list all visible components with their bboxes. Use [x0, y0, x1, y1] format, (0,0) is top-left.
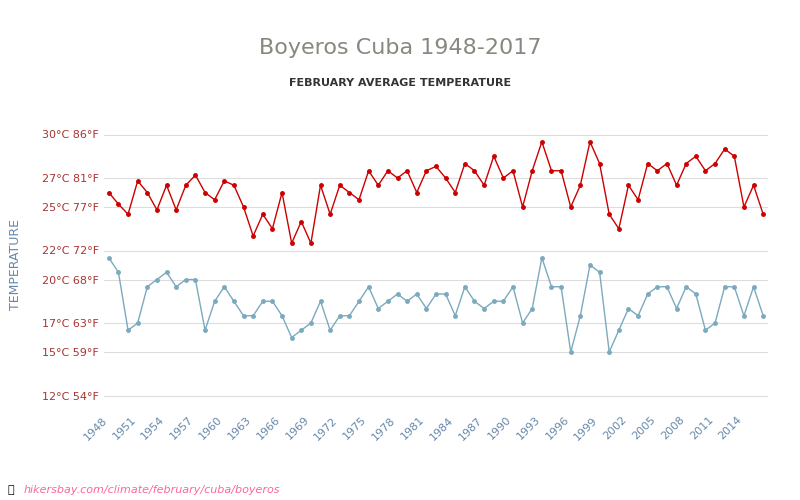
Text: 📍: 📍 — [8, 485, 14, 495]
Text: Boyeros Cuba 1948-2017: Boyeros Cuba 1948-2017 — [258, 38, 542, 58]
Text: hikersbay.com/climate/february/cuba/boyeros: hikersbay.com/climate/february/cuba/boye… — [24, 485, 281, 495]
Text: FEBRUARY AVERAGE TEMPERATURE: FEBRUARY AVERAGE TEMPERATURE — [289, 78, 511, 88]
Legend: NIGHT, DAY: NIGHT, DAY — [351, 497, 521, 500]
Text: TEMPERATURE: TEMPERATURE — [10, 220, 22, 310]
